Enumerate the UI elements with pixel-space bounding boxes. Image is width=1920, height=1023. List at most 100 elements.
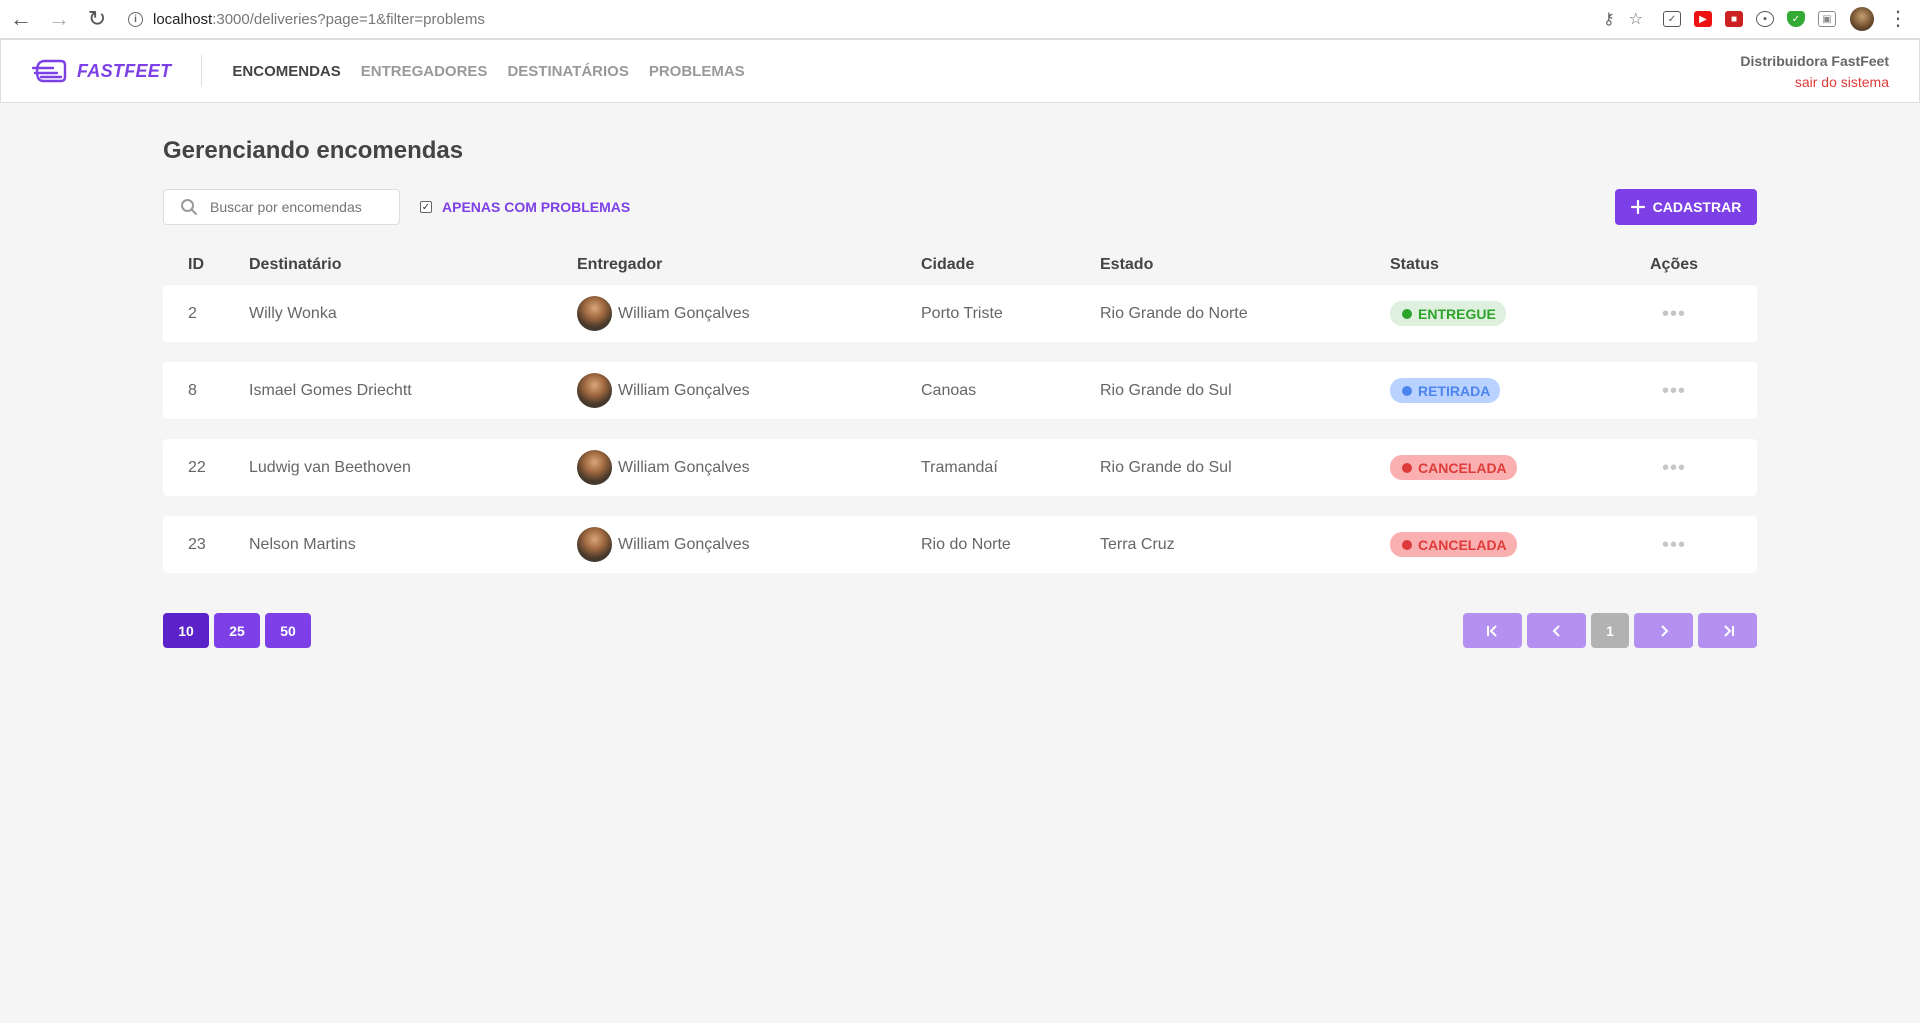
cell-id: 2 <box>188 304 197 322</box>
pagination: 10 25 50 1 <box>163 613 1757 648</box>
pocket-extension-icon[interactable]: ✓ <box>1663 11 1681 27</box>
cell-id: 8 <box>188 381 197 399</box>
address-bar[interactable]: i localhost:3000/deliveries?page=1&filte… <box>128 4 1643 34</box>
back-icon[interactable]: ← <box>10 6 32 31</box>
next-page-button[interactable] <box>1634 613 1693 648</box>
profile-avatar[interactable] <box>1850 7 1874 31</box>
row-actions-button[interactable]: ••• <box>1662 533 1687 556</box>
reload-icon[interactable]: ↻ <box>87 6 107 31</box>
search-box[interactable] <box>163 189 400 225</box>
page-title: Gerenciando encomendas <box>163 137 464 164</box>
status-dot <box>1402 385 1412 396</box>
cell-deliveryman: William Gonçalves <box>577 527 921 562</box>
cell-status: CANCELADA <box>1390 532 1650 557</box>
main-nav: ENCOMENDAS ENTREGADORES DESTINATÁRIOS PR… <box>232 63 744 80</box>
forward-icon[interactable]: → <box>48 6 70 31</box>
nav-problemas[interactable]: PROBLEMAS <box>648 62 745 80</box>
browser-menu-icon[interactable]: ⋮ <box>1888 8 1908 30</box>
header-recipient: Destinatário <box>249 256 342 273</box>
browser-toolbar: ← → ↻ i localhost:3000/deliveries?page=1… <box>0 0 1920 39</box>
status-label: RETIRADA <box>1418 382 1491 399</box>
plus-icon <box>1630 200 1645 214</box>
chevron-left-icon <box>1552 624 1560 637</box>
truck-speed-icon <box>31 59 67 83</box>
header-status: Status <box>1390 256 1439 273</box>
page-size-50[interactable]: 50 <box>265 613 311 648</box>
logo-text: FASTFEET <box>77 60 172 81</box>
cell-state: Rio Grande do Sul <box>1100 458 1232 476</box>
cell-state: Rio Grande do Norte <box>1100 304 1248 322</box>
header-actions: Ações <box>1650 256 1699 273</box>
circle-extension-icon[interactable]: • <box>1756 11 1774 27</box>
search-icon <box>181 199 197 215</box>
cell-city: Canoas <box>921 381 977 399</box>
problems-checkbox[interactable]: ✓ <box>420 201 432 213</box>
chevron-right-icon <box>1660 624 1668 637</box>
cell-id: 23 <box>188 535 206 553</box>
status-dot <box>1402 308 1412 319</box>
cell-status: RETIRADA <box>1390 378 1650 403</box>
page-size-25[interactable]: 25 <box>214 613 260 648</box>
cell-recipient: Nelson Martins <box>249 535 356 553</box>
header-state: Estado <box>1100 256 1154 273</box>
user-name: Distribuidora FastFeet <box>1740 52 1889 69</box>
status-badge: CANCELADA <box>1390 532 1517 557</box>
nav-encomendas[interactable]: ENCOMENDAS <box>232 62 341 80</box>
row-actions-button[interactable]: ••• <box>1662 379 1687 402</box>
prev-page-button[interactable] <box>1527 613 1586 648</box>
cell-recipient: Willy Wonka <box>249 304 337 322</box>
cell-status: ENTREGUE <box>1390 301 1650 326</box>
page-size-10[interactable]: 10 <box>163 613 209 648</box>
nav-entregadores[interactable]: ENTREGADORES <box>360 62 488 80</box>
screenshot-extension-icon[interactable]: ▣ <box>1818 11 1836 27</box>
add-delivery-label: CADASTRAR <box>1652 199 1742 215</box>
cell-recipient: Ismael Gomes Driechtt <box>249 381 412 399</box>
cell-city: Tramandaí <box>921 458 998 476</box>
table-row: 8 Ismael Gomes Driechtt William Gonçalve… <box>163 362 1757 419</box>
deliveryman-avatar <box>577 527 612 562</box>
deliveryman-name: William Gonçalves <box>618 458 750 476</box>
deliveryman-name: William Gonçalves <box>618 535 750 553</box>
page-navigation: 1 <box>1463 613 1757 648</box>
header-id: ID <box>188 256 204 273</box>
table-row: 23 Nelson Martins William Gonçalves Rio … <box>163 516 1757 573</box>
status-label: ENTREGUE <box>1418 305 1496 322</box>
search-input[interactable] <box>210 199 390 215</box>
problems-filter[interactable]: ✓ APENAS COM PROBLEMAS <box>420 199 630 215</box>
deliveryman-name: William Gonçalves <box>618 381 750 399</box>
last-page-button[interactable] <box>1698 613 1757 648</box>
row-actions-button[interactable]: ••• <box>1662 456 1687 479</box>
table-row: 2 Willy Wonka William Gonçalves Porto Tr… <box>163 285 1757 342</box>
cell-status: CANCELADA <box>1390 455 1650 480</box>
youtube-extension-icon[interactable]: ▶ <box>1694 11 1712 27</box>
main-content: Gerenciando encomendas ✓ APENAS COM PROB… <box>163 103 1757 648</box>
cell-city: Porto Triste <box>921 304 1003 322</box>
cell-state: Terra Cruz <box>1100 535 1175 553</box>
bookmark-star-icon[interactable]: ☆ <box>1628 11 1643 28</box>
status-dot <box>1402 462 1412 473</box>
current-page[interactable]: 1 <box>1591 613 1629 648</box>
first-page-button[interactable] <box>1463 613 1522 648</box>
status-badge: ENTREGUE <box>1390 301 1506 326</box>
logo[interactable]: FASTFEET <box>31 55 203 87</box>
cell-city: Rio do Norte <box>921 535 1011 553</box>
problems-filter-label[interactable]: APENAS COM PROBLEMAS <box>442 199 631 215</box>
header-deliveryman: Entregador <box>577 256 663 273</box>
add-delivery-button[interactable]: CADASTRAR <box>1615 189 1757 225</box>
red-extension-icon[interactable]: ■ <box>1725 11 1743 27</box>
status-dot <box>1402 539 1412 550</box>
deliveryman-name: William Gonçalves <box>618 304 750 322</box>
shield-extension-icon[interactable]: ✓ <box>1787 11 1805 27</box>
cell-state: Rio Grande do Sul <box>1100 381 1232 399</box>
logout-link[interactable]: sair do sistema <box>1794 73 1889 90</box>
status-badge: RETIRADA <box>1390 378 1501 403</box>
site-info-icon[interactable]: i <box>128 11 143 27</box>
cell-deliveryman: William Gonçalves <box>577 450 921 485</box>
row-actions-button[interactable]: ••• <box>1662 302 1687 325</box>
table-header: ID Destinatário Entregador Cidade Estado… <box>163 255 1757 275</box>
status-label: CANCELADA <box>1418 459 1507 476</box>
nav-destinatarios[interactable]: DESTINATÁRIOS <box>507 62 629 80</box>
cell-deliveryman: William Gonçalves <box>577 373 921 408</box>
key-icon[interactable]: ⚷ <box>1602 11 1615 28</box>
cell-id: 22 <box>188 458 206 476</box>
